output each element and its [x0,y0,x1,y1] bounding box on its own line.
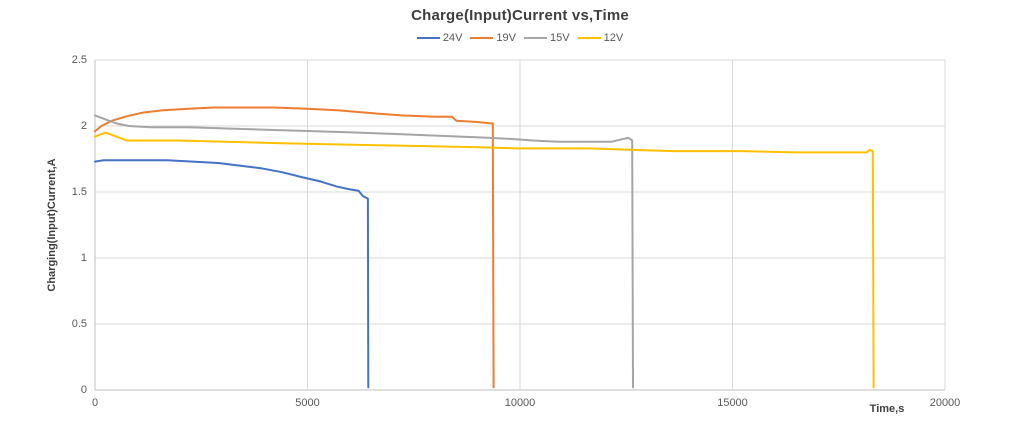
legend-line-swatch-15v [524,37,547,39]
x-tick-label-20000: 20000 [929,397,961,409]
y-tick-label-0.5: 0.5 [71,318,87,330]
legend: 24V 19V 15V 12V [95,31,945,45]
y-tick-label-2: 2 [80,120,87,132]
legend-item-24v: 24V [416,32,463,44]
series-line-12v [94,131,875,389]
x-axis-title: Time,s [869,403,905,415]
legend-item-15v: 15V [524,32,570,44]
legend-item-19v: 19V [470,32,516,44]
x-tick-label-5000: 5000 [295,397,320,409]
y-axis-title: Charging(Input)Current,A [46,158,58,292]
y-tick-label-2.5: 2.5 [71,54,87,66]
legend-line-swatch-12v [577,37,601,39]
series-line-19v [94,106,495,389]
legend-label-15v: 15V [550,32,570,44]
legend-line-swatch-24v [416,37,440,39]
legend-line-swatch-19v [470,37,494,39]
series-line-24v [94,159,370,389]
legend-label-12v: 12V [603,32,624,44]
legend-item-12v: 12V [577,32,624,44]
legend-label-24v: 24V [442,32,463,44]
y-tick-label-0: 0 [80,384,87,396]
series-line-15v [94,114,634,389]
x-tick-label-0: 0 [91,397,99,409]
x-tick-label-10000: 10000 [504,397,536,409]
chart-title: Charge(Input)Current vs,Time [411,7,629,24]
y-tick-label-1.5: 1.5 [71,186,87,198]
legend-label-19v: 19V [496,32,516,44]
y-tick-label-1: 1 [80,252,87,264]
x-tick-label-15000: 15000 [717,397,748,409]
